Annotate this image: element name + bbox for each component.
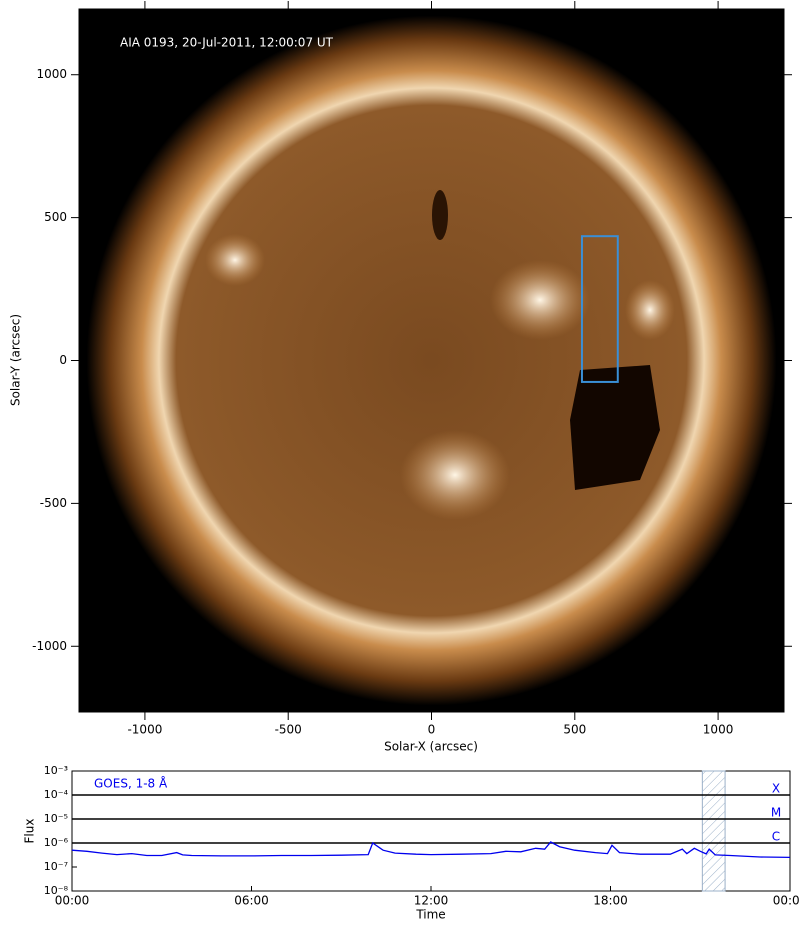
x-tick-label: 00:00: [773, 894, 799, 908]
x-axis-label: Solar-X (arcsec): [384, 740, 478, 754]
y-tick-label: 10⁻⁴: [44, 788, 69, 801]
flare-class-label: X: [772, 782, 780, 796]
x-tick-label: 18:00: [593, 894, 628, 908]
y-axis-label: Flux: [23, 819, 37, 844]
y-tick-label: -500: [40, 496, 67, 510]
lightcurve-frame: [71, 770, 791, 892]
x-tick-label: -1000: [127, 723, 162, 737]
x-tick-label: 06:00: [234, 894, 269, 908]
image-title: AIA 0193, 20-Jul-2011, 12:00:07 UT: [120, 36, 334, 50]
highlight-band: [701, 770, 726, 892]
y-tick-label: 10⁻⁸: [44, 884, 69, 897]
x-tick-label: 1000: [703, 723, 734, 737]
x-axis-label: Time: [415, 908, 445, 922]
flare-class-label: C: [772, 830, 780, 844]
y-tick-label: 0: [59, 353, 67, 367]
x-tick-label: 0: [428, 723, 436, 737]
flux-line: [71, 841, 791, 859]
y-tick-label: 10⁻⁵: [44, 812, 68, 825]
y-axis-label: Solar-Y (arcsec): [9, 314, 23, 406]
solar-image: [79, 9, 784, 712]
y-tick-label: 1000: [36, 67, 67, 81]
flare-class-label: M: [771, 806, 781, 820]
y-tick-label: -1000: [32, 639, 67, 653]
x-tick-label: 00:00: [55, 894, 90, 908]
x-tick-label: -500: [275, 723, 302, 737]
y-tick-label: 10⁻⁷: [44, 860, 68, 873]
x-tick-label: 12:00: [414, 894, 449, 908]
y-tick-label: 10⁻⁶: [44, 836, 69, 849]
legend-label: GOES, 1-8 Å: [94, 776, 168, 791]
y-tick-label: 10⁻³: [44, 764, 68, 777]
region-box: [580, 235, 619, 383]
y-tick-label: 500: [44, 210, 67, 224]
x-tick-label: 500: [563, 723, 586, 737]
